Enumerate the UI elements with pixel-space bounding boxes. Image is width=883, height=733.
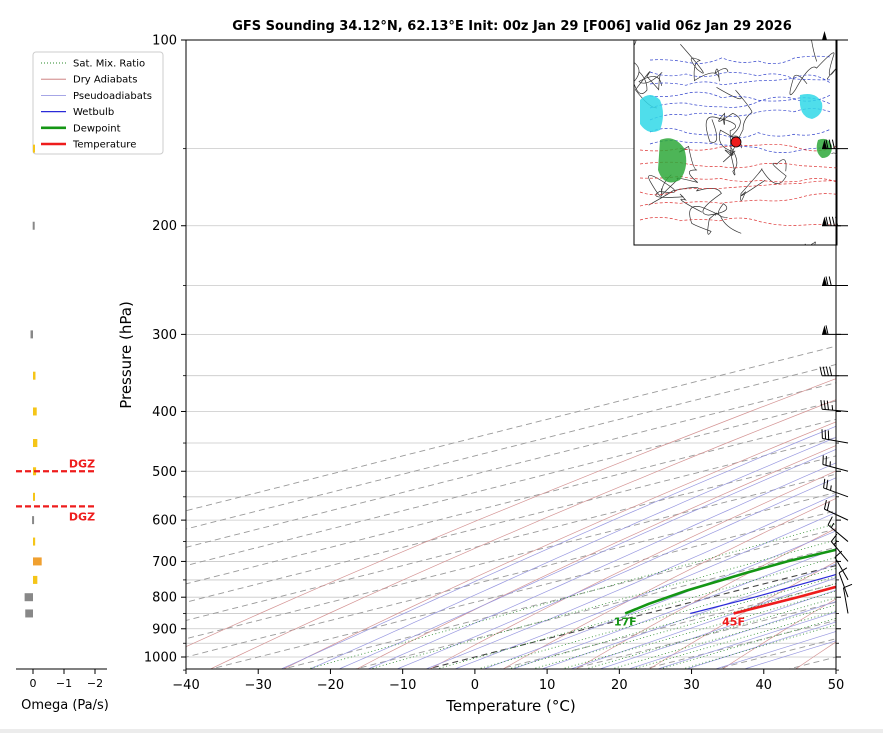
x-tick-label: −20 [317,678,344,693]
omega-tick-label: 0 [30,677,37,690]
omega-bar [31,330,33,338]
x-tick-label: 20 [611,678,628,693]
x-tick-label: 40 [756,678,773,693]
omega-bar [25,593,33,601]
y-axis-label: Pressure (hPa) [117,301,135,409]
x-tick-label: −10 [389,678,416,693]
legend-label: Temperature [72,140,136,151]
y-tick-label: 500 [152,465,177,480]
y-tick-label: 700 [152,555,177,570]
omega-bar [33,222,35,230]
x-axis-label: Temperature (°C) [445,697,575,715]
surface-temperature-label: 45F [722,615,745,628]
omega-bar [25,609,33,617]
legend-label: Pseudoadiabats [73,91,152,102]
x-tick-label: 0 [471,678,479,693]
legend-label: Wetbulb [73,107,114,118]
omega-bar [33,407,37,415]
y-tick-label: 900 [152,622,177,637]
y-tick-label: 400 [152,405,177,420]
omega-tick-label: −1 [56,677,72,690]
x-tick-label: 10 [539,678,556,693]
legend: Sat. Mix. Ratio Dry Adiabats Pseudoadiabat… [33,52,163,154]
omega-bar [33,557,42,565]
dgz-label: DGZ [69,457,95,470]
omega-bar [33,439,37,447]
omega-bar [33,576,37,584]
omega-bar [33,493,35,501]
chart-title: GFS Sounding 34.12°N, 62.13°E Init: 00z … [232,19,792,34]
legend-label: Sat. Mix. Ratio [73,59,145,70]
x-tick-label: 30 [683,678,700,693]
y-tick-label: 1000 [144,651,177,666]
x-tick-label: −40 [172,678,199,693]
legend-label: Dewpoint [73,123,121,134]
omega-bar [33,538,35,546]
map-precip-area [640,95,663,132]
y-tick-label: 600 [152,514,177,529]
omega-bar [33,145,35,153]
sounding-location-marker [731,137,741,147]
x-tick-label: −30 [245,678,272,693]
y-tick-label: 800 [152,591,177,606]
omega-bar [33,372,35,380]
barb-half [832,405,833,410]
omega-bar [32,516,34,524]
y-tick-label: 300 [152,328,177,343]
dgz-label: DGZ [69,510,95,523]
y-tick-label: 200 [152,219,177,234]
omega-tick-label: −2 [87,677,103,690]
surface-dewpoint-label: 17F [614,615,637,628]
y-tick-label: 100 [152,34,177,49]
omega-axis-label: Omega (Pa/s) [21,698,109,713]
x-tick-label: 50 [828,678,845,693]
legend-label: Dry Adiabats [73,75,137,86]
